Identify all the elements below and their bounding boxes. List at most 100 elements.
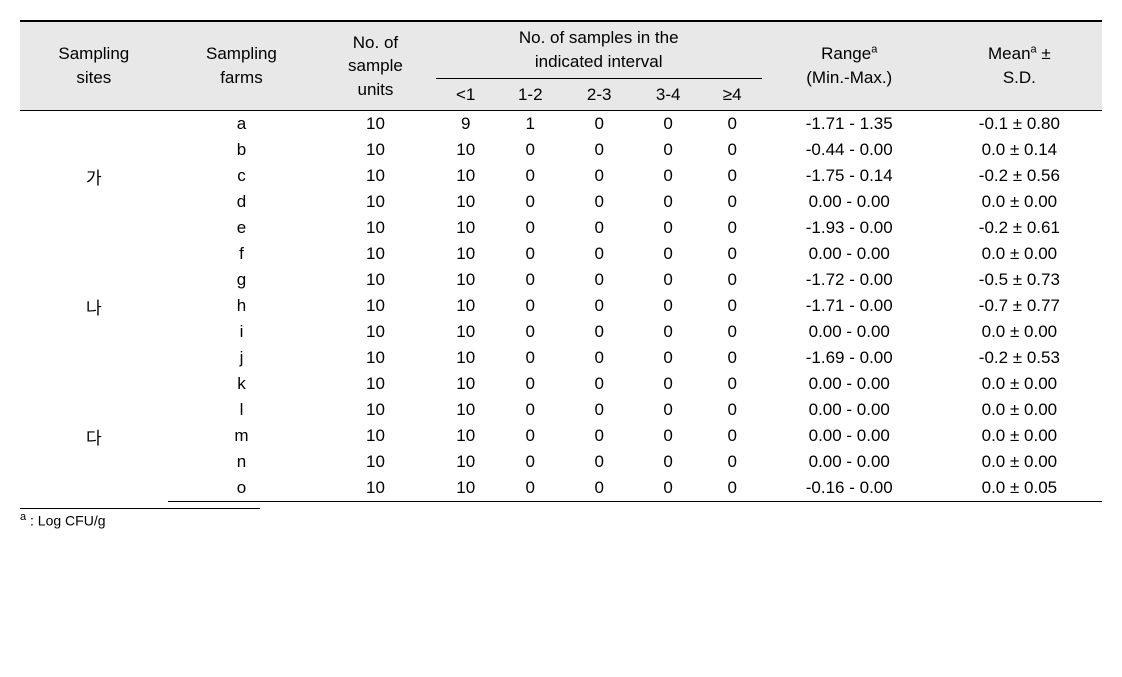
mean-cell: -0.1 ± 0.80 — [937, 111, 1102, 138]
interval-cell: 10 — [436, 397, 496, 423]
farm-cell: k — [168, 371, 316, 397]
units-cell: 10 — [315, 241, 435, 267]
interval-cell: 0 — [565, 241, 634, 267]
header-interval-col: ≥4 — [703, 78, 762, 111]
table-row: h10100000-1.71 - 0.00-0.7 ± 0.77 — [20, 293, 1102, 319]
farm-cell: h — [168, 293, 316, 319]
interval-cell: 0 — [634, 475, 703, 502]
interval-cell: 0 — [565, 345, 634, 371]
mean-cell: -0.2 ± 0.53 — [937, 345, 1102, 371]
interval-cell: 10 — [436, 189, 496, 215]
range-cell: -0.44 - 0.00 — [762, 137, 937, 163]
interval-cell: 0 — [634, 215, 703, 241]
interval-cell: 0 — [496, 293, 565, 319]
site-cell: 다 — [20, 371, 168, 502]
interval-cell: 0 — [565, 215, 634, 241]
interval-cell: 0 — [703, 475, 762, 502]
header-interval-col: 1-2 — [496, 78, 565, 111]
mean-cell: -0.2 ± 0.61 — [937, 215, 1102, 241]
interval-cell: 10 — [436, 475, 496, 502]
interval-cell: 10 — [436, 319, 496, 345]
mean-cell: 0.0 ± 0.00 — [937, 241, 1102, 267]
interval-cell: 0 — [496, 319, 565, 345]
interval-cell: 0 — [565, 475, 634, 502]
interval-cell: 0 — [496, 189, 565, 215]
farm-cell: n — [168, 449, 316, 475]
interval-cell: 0 — [634, 241, 703, 267]
range-cell: 0.00 - 0.00 — [762, 449, 937, 475]
farm-cell: m — [168, 423, 316, 449]
mean-cell: 0.0 ± 0.00 — [937, 371, 1102, 397]
table-row: 다k101000000.00 - 0.000.0 ± 0.00 — [20, 371, 1102, 397]
farm-cell: c — [168, 163, 316, 189]
interval-cell: 0 — [565, 397, 634, 423]
interval-cell: 0 — [703, 293, 762, 319]
interval-cell: 0 — [496, 449, 565, 475]
units-cell: 10 — [315, 423, 435, 449]
interval-cell: 0 — [703, 267, 762, 293]
interval-cell: 1 — [496, 111, 565, 138]
units-cell: 10 — [315, 319, 435, 345]
mean-cell: -0.5 ± 0.73 — [937, 267, 1102, 293]
units-cell: 10 — [315, 475, 435, 502]
farm-cell: b — [168, 137, 316, 163]
mean-cell: 0.0 ± 0.14 — [937, 137, 1102, 163]
interval-cell: 0 — [496, 163, 565, 189]
units-cell: 10 — [315, 111, 435, 138]
mean-cell: 0.0 ± 0.05 — [937, 475, 1102, 502]
interval-cell: 0 — [703, 371, 762, 397]
interval-cell: 0 — [703, 423, 762, 449]
interval-cell: 0 — [496, 241, 565, 267]
interval-cell: 0 — [634, 345, 703, 371]
interval-cell: 0 — [703, 111, 762, 138]
interval-cell: 10 — [436, 215, 496, 241]
units-cell: 10 — [315, 397, 435, 423]
mean-cell: -0.2 ± 0.56 — [937, 163, 1102, 189]
interval-cell: 0 — [565, 189, 634, 215]
table-row: 가a1091000-1.71 - 1.35-0.1 ± 0.80 — [20, 111, 1102, 138]
range-cell: 0.00 - 0.00 — [762, 397, 937, 423]
header-mean: Meana ±S.D. — [937, 21, 1102, 111]
interval-cell: 9 — [436, 111, 496, 138]
table-row: 나f101000000.00 - 0.000.0 ± 0.00 — [20, 241, 1102, 267]
interval-cell: 0 — [703, 319, 762, 345]
units-cell: 10 — [315, 163, 435, 189]
range-cell: 0.00 - 0.00 — [762, 319, 937, 345]
table-row: i101000000.00 - 0.000.0 ± 0.00 — [20, 319, 1102, 345]
interval-cell: 0 — [634, 293, 703, 319]
range-cell: 0.00 - 0.00 — [762, 423, 937, 449]
header-farms: Samplingfarms — [168, 21, 316, 111]
farm-cell: e — [168, 215, 316, 241]
mean-cell: 0.0 ± 0.00 — [937, 449, 1102, 475]
range-cell: 0.00 - 0.00 — [762, 241, 937, 267]
interval-cell: 10 — [436, 345, 496, 371]
range-cell: -1.71 - 0.00 — [762, 293, 937, 319]
farm-cell: a — [168, 111, 316, 138]
mean-cell: 0.0 ± 0.00 — [937, 423, 1102, 449]
header-interval-col: 3-4 — [634, 78, 703, 111]
interval-cell: 0 — [565, 423, 634, 449]
table-row: e10100000-1.93 - 0.00-0.2 ± 0.61 — [20, 215, 1102, 241]
interval-cell: 0 — [496, 345, 565, 371]
mean-cell: 0.0 ± 0.00 — [937, 189, 1102, 215]
table-row: n101000000.00 - 0.000.0 ± 0.00 — [20, 449, 1102, 475]
interval-cell: 10 — [436, 423, 496, 449]
interval-cell: 0 — [634, 397, 703, 423]
mean-cell: 0.0 ± 0.00 — [937, 319, 1102, 345]
units-cell: 10 — [315, 267, 435, 293]
header-interval-col: <1 — [436, 78, 496, 111]
mean-cell: -0.7 ± 0.77 — [937, 293, 1102, 319]
table-row: l101000000.00 - 0.000.0 ± 0.00 — [20, 397, 1102, 423]
interval-cell: 0 — [496, 423, 565, 449]
interval-cell: 10 — [436, 371, 496, 397]
table-row: m101000000.00 - 0.000.0 ± 0.00 — [20, 423, 1102, 449]
range-cell: 0.00 - 0.00 — [762, 371, 937, 397]
table-row: g10100000-1.72 - 0.00-0.5 ± 0.73 — [20, 267, 1102, 293]
interval-cell: 0 — [634, 423, 703, 449]
units-cell: 10 — [315, 345, 435, 371]
units-cell: 10 — [315, 215, 435, 241]
interval-cell: 0 — [634, 163, 703, 189]
interval-cell: 0 — [565, 371, 634, 397]
site-cell: 나 — [20, 241, 168, 371]
interval-cell: 0 — [634, 267, 703, 293]
